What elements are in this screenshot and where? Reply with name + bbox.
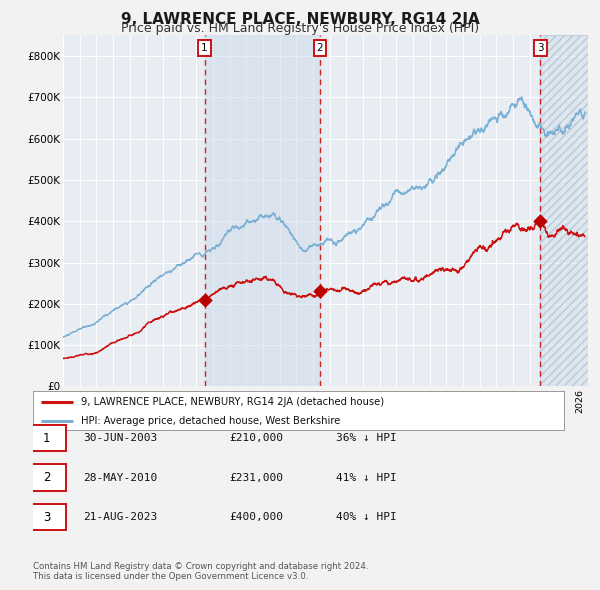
FancyBboxPatch shape: [28, 504, 66, 530]
Text: 30-JUN-2003: 30-JUN-2003: [83, 433, 158, 443]
Text: This data is licensed under the Open Government Licence v3.0.: This data is licensed under the Open Gov…: [33, 572, 308, 581]
Bar: [541, 35, 588, 386]
Text: 2: 2: [43, 471, 50, 484]
Text: 3: 3: [537, 42, 544, 53]
FancyBboxPatch shape: [28, 425, 66, 451]
Text: 21-AUG-2023: 21-AUG-2023: [83, 512, 158, 522]
Text: £210,000: £210,000: [229, 433, 283, 443]
Text: 2: 2: [316, 42, 323, 53]
Point: [315, 286, 325, 296]
Text: HPI: Average price, detached house, West Berkshire: HPI: Average price, detached house, West…: [81, 416, 340, 426]
FancyBboxPatch shape: [28, 464, 66, 491]
Text: 3: 3: [43, 510, 50, 524]
Text: 40% ↓ HPI: 40% ↓ HPI: [335, 512, 397, 522]
Text: £400,000: £400,000: [229, 512, 283, 522]
Text: 28-MAY-2010: 28-MAY-2010: [83, 473, 158, 483]
Text: 9, LAWRENCE PLACE, NEWBURY, RG14 2JA (detached house): 9, LAWRENCE PLACE, NEWBURY, RG14 2JA (de…: [81, 397, 384, 407]
Text: Price paid vs. HM Land Registry's House Price Index (HPI): Price paid vs. HM Land Registry's House …: [121, 22, 479, 35]
Bar: [541, 35, 588, 386]
Text: £231,000: £231,000: [229, 473, 283, 483]
Point: [536, 217, 545, 226]
Text: 9, LAWRENCE PLACE, NEWBURY, RG14 2JA: 9, LAWRENCE PLACE, NEWBURY, RG14 2JA: [121, 12, 479, 27]
Text: 41% ↓ HPI: 41% ↓ HPI: [335, 473, 397, 483]
Text: 1: 1: [202, 42, 208, 53]
Text: 36% ↓ HPI: 36% ↓ HPI: [335, 433, 397, 443]
Point: [200, 295, 209, 304]
Bar: [205, 35, 320, 386]
Text: 1: 1: [43, 431, 50, 445]
Text: Contains HM Land Registry data © Crown copyright and database right 2024.: Contains HM Land Registry data © Crown c…: [33, 562, 368, 571]
